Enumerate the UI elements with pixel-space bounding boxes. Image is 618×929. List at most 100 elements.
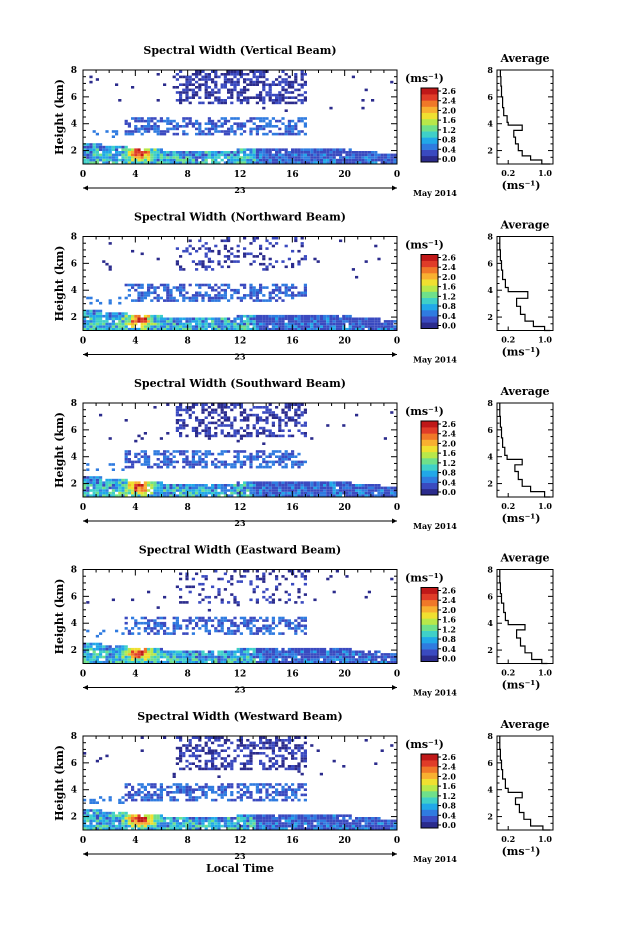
profile-title: Average: [499, 552, 549, 565]
date-arrow-right: [392, 851, 397, 857]
x-tick-label: 0: [394, 670, 400, 680]
colorbar-segment: [421, 266, 438, 274]
colorbar-segment: [421, 476, 438, 483]
y-axis-label: Height (km): [53, 745, 66, 821]
colorbar-segment: [421, 273, 438, 280]
profile-y-tick-label: 2: [487, 312, 493, 322]
y-tick-label: 6: [71, 93, 77, 103]
x-tick-label: 4: [132, 503, 138, 513]
x-axis: 0 4 8 12 16 20 0: [80, 236, 400, 347]
colorbar-segment: [421, 303, 438, 311]
colorbar-segment: [421, 778, 438, 786]
colorbar-segment: [421, 760, 438, 767]
colorbar-segment: [421, 445, 438, 453]
date-bar: 23 May 2014: [83, 851, 457, 864]
profile-y-tick-label: 8: [487, 731, 493, 741]
y-tick-label: 8: [71, 66, 77, 76]
date-arrow-right: [392, 352, 397, 357]
y-tick-label: 8: [71, 566, 77, 576]
profile-x-tick-label: 1.0: [538, 168, 552, 178]
colorbar-tick-label: 0.4: [442, 810, 456, 820]
y-tick-label: 2: [71, 313, 77, 323]
y-axis-label: Height (km): [53, 246, 66, 322]
x-tick-label: 0: [80, 836, 86, 846]
profile-y-tick-label: 2: [487, 146, 493, 156]
average-profile: Average 2 4 6 8 0.2 1.0(ms⁻¹): [487, 219, 554, 359]
colorbar-segment: [421, 772, 438, 779]
x-tick-label: 16: [286, 503, 299, 513]
colorbar-tick-label: 0.0: [442, 654, 456, 664]
colorbar-segment: [421, 643, 438, 650]
profile-y-tick-label: 8: [487, 65, 493, 75]
panel-title: Spectral Width (Southward Beam): [134, 377, 346, 390]
colorbar-tick-label: 1.2: [442, 458, 456, 468]
colorbar-segment: [421, 649, 438, 656]
colorbar-tick-label: 2.0: [442, 771, 456, 781]
x-tick-label: 0: [394, 503, 400, 513]
profile-frame: [496, 69, 554, 165]
colorbar-segment: [421, 125, 438, 132]
colorbar-tick-label: 2.6: [442, 253, 456, 263]
profile-line: [499, 236, 551, 332]
x-tick-label: 4: [132, 337, 138, 347]
y-axis-label: Height (km): [53, 79, 66, 155]
profile-x-tick-label: 1.0: [538, 501, 552, 511]
colorbar-segment: [421, 606, 438, 613]
colorbar-segment: [421, 451, 438, 459]
heatmap-cells: [83, 569, 397, 664]
colorbar-tick-label: 2.0: [442, 272, 456, 282]
date-arrow-right: [392, 185, 397, 191]
x-axis: 0 4 8 12 16 20 0: [80, 403, 400, 513]
profile-x-label: (ms⁻¹): [502, 845, 541, 858]
profile-y-tick-label: 2: [487, 812, 493, 822]
colorbar-unit: (ms⁻¹): [405, 738, 444, 751]
x-tick-label: 8: [185, 836, 191, 846]
colorbar-tick-label: 0.0: [442, 154, 456, 164]
profile-x-label: (ms⁻¹): [502, 179, 541, 192]
colorbar-segment: [421, 421, 438, 428]
date-month-year: May 2014: [413, 854, 457, 864]
panel-4: Spectral Width (Eastward Beam) 2 4 6 8 Height…: [53, 544, 554, 698]
profile-y-tick-label: 8: [487, 398, 493, 408]
x-tick-label: 8: [185, 170, 191, 180]
date-day: 23: [234, 518, 246, 528]
profile-y-tick-label: 8: [487, 565, 493, 575]
colorbar-segment: [421, 784, 438, 792]
profile-line: [499, 736, 551, 831]
colorbar-tick-label: 0.4: [442, 311, 456, 321]
colorbar-tick-label: 2.6: [442, 586, 456, 596]
y-tick-label: 4: [71, 453, 77, 463]
colorbar-segment: [421, 100, 438, 107]
colorbar-frame: [420, 753, 439, 829]
profile-y-tick-label: 4: [487, 785, 493, 795]
profile-y-tick-label: 2: [487, 479, 493, 489]
colorbar-tick-label: 0.8: [442, 468, 456, 478]
x-axis-label: Local Time: [206, 862, 274, 875]
colorbar-segment: [421, 797, 438, 804]
date-arrow-left: [83, 352, 88, 357]
colorbar-tick-label: 0.4: [442, 144, 456, 154]
date-arrow-left: [83, 518, 88, 524]
colorbar-segment: [421, 106, 438, 113]
x-tick-label: 20: [338, 503, 351, 513]
y-axis-label: Height (km): [53, 412, 66, 488]
colorbar-segment: [421, 427, 438, 434]
profile-x-tick-label: 1.0: [538, 668, 552, 678]
colorbar-segment: [421, 285, 438, 292]
colorbar-unit: (ms⁻¹): [405, 572, 444, 585]
profile-x-tick-label: 0.2: [501, 168, 515, 178]
y-axis: 2 4 6 8: [71, 399, 397, 498]
y-tick-label: 2: [71, 480, 77, 490]
colorbar-tick-label: 2.4: [442, 96, 456, 106]
profile-y-tick-label: 6: [487, 92, 493, 102]
colorbar-segment: [421, 821, 438, 829]
y-tick-label: 2: [71, 147, 77, 157]
colorbar-unit: (ms⁻¹): [405, 239, 444, 252]
colorbar-tick-label: 1.2: [442, 624, 456, 634]
colorbar-segment: [421, 803, 438, 810]
y-tick-label: 6: [71, 592, 77, 602]
colorbar-frame: [420, 587, 439, 662]
y-tick-label: 4: [71, 786, 77, 796]
x-tick-label: 0: [394, 170, 400, 180]
colorbar-segment: [421, 766, 438, 773]
